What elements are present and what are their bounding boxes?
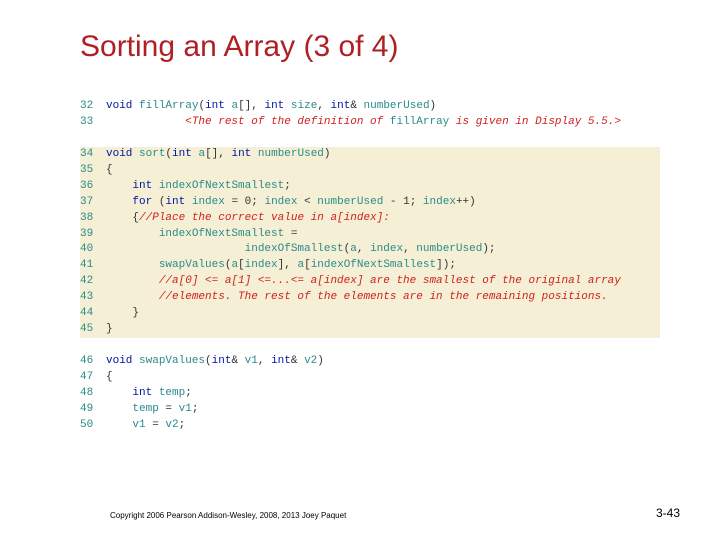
code-text: indexOfSmallest(a, index, numberUsed);	[106, 242, 496, 258]
line-number: 45	[80, 322, 106, 338]
code-text	[106, 131, 113, 147]
code-text: void swapValues(int& v1, int& v2)	[106, 354, 324, 370]
code-text: }	[106, 322, 113, 338]
code-text: indexOfNextSmallest =	[106, 227, 297, 243]
code-line: 44 }	[80, 306, 660, 322]
line-number: 42	[80, 274, 106, 290]
page-number: 3-43	[656, 506, 680, 520]
line-number: 50	[80, 418, 106, 434]
code-line: 34void sort(int a[], int numberUsed)	[80, 147, 660, 163]
line-number	[80, 131, 106, 147]
code-line: 43 //elements. The rest of the elements …	[80, 290, 660, 306]
code-line: 48 int temp;	[80, 386, 660, 402]
code-line: 37 for (int index = 0; index < numberUse…	[80, 195, 660, 211]
line-number: 47	[80, 370, 106, 386]
code-text: int indexOfNextSmallest;	[106, 179, 291, 195]
line-number: 35	[80, 163, 106, 179]
line-number: 46	[80, 354, 106, 370]
code-line: 39 indexOfNextSmallest =	[80, 227, 660, 243]
line-number: 37	[80, 195, 106, 211]
code-text: swapValues(a[index], a[indexOfNextSmalle…	[106, 258, 456, 274]
line-number: 33	[80, 115, 106, 131]
code-text: for (int index = 0; index < numberUsed -…	[106, 195, 476, 211]
code-line: 42 //a[0] <= a[1] <=...<= a[index] are t…	[80, 274, 660, 290]
code-text: void fillArray(int a[], int size, int& n…	[106, 99, 436, 115]
code-text: int temp;	[106, 386, 192, 402]
code-line: 46void swapValues(int& v1, int& v2)	[80, 354, 660, 370]
code-text: {	[106, 370, 113, 386]
code-line: 41 swapValues(a[index], a[indexOfNextSma…	[80, 258, 660, 274]
line-number: 44	[80, 306, 106, 322]
copyright-footer: Copyright 2006 Pearson Addison-Wesley, 2…	[110, 511, 346, 520]
line-number: 49	[80, 402, 106, 418]
code-line: 32void fillArray(int a[], int size, int&…	[80, 99, 660, 115]
line-number: 40	[80, 242, 106, 258]
code-text: {	[106, 163, 113, 179]
code-text: temp = v1;	[106, 402, 198, 418]
code-text	[106, 338, 113, 354]
line-number	[80, 338, 106, 354]
slide-title: Sorting an Array (3 of 4)	[80, 30, 660, 64]
line-number: 32	[80, 99, 106, 115]
line-number: 34	[80, 147, 106, 163]
line-number: 41	[80, 258, 106, 274]
code-text: //a[0] <= a[1] <=...<= a[index] are the …	[106, 274, 621, 290]
line-number: 38	[80, 211, 106, 227]
code-text: //elements. The rest of the elements are…	[106, 290, 608, 306]
code-line	[80, 131, 660, 147]
code-text: <The rest of the definition of fillArray…	[106, 115, 621, 131]
code-text: }	[106, 306, 139, 322]
line-number: 48	[80, 386, 106, 402]
code-line: 49 temp = v1;	[80, 402, 660, 418]
code-line: 47{	[80, 370, 660, 386]
code-line	[80, 338, 660, 354]
line-number: 43	[80, 290, 106, 306]
code-text: void sort(int a[], int numberUsed)	[106, 147, 331, 163]
code-text: v1 = v2;	[106, 418, 185, 434]
code-line: 36 int indexOfNextSmallest;	[80, 179, 660, 195]
code-line: 35{	[80, 163, 660, 179]
code-line: 45}	[80, 322, 660, 338]
code-text: {//Place the correct value in a[index]:	[106, 211, 390, 227]
code-line: 40 indexOfSmallest(a, index, numberUsed)…	[80, 242, 660, 258]
code-line: 33 <The rest of the definition of fillAr…	[80, 115, 660, 131]
code-line: 38 {//Place the correct value in a[index…	[80, 211, 660, 227]
line-number: 36	[80, 179, 106, 195]
line-number: 39	[80, 227, 106, 243]
code-listing: 32void fillArray(int a[], int size, int&…	[80, 99, 660, 434]
code-line: 50 v1 = v2;	[80, 418, 660, 434]
